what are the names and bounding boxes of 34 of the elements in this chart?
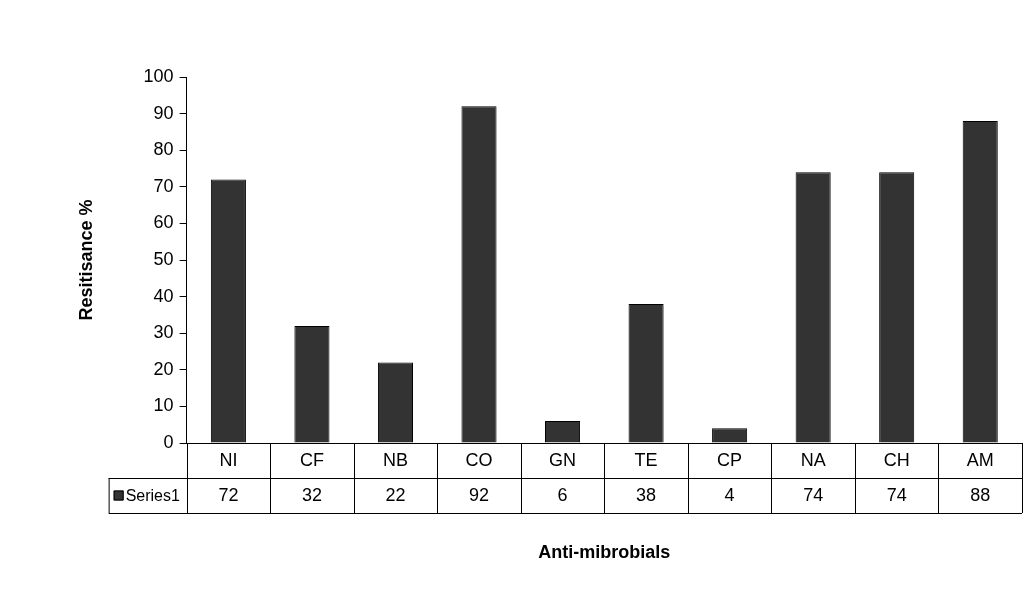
legend-label: Series1 — [125, 486, 180, 504]
x-tick-label: NB — [382, 450, 408, 471]
y-tick-label: 60 — [153, 212, 174, 233]
x-tick-label: CP — [717, 450, 743, 471]
data-label: 32 — [301, 485, 322, 506]
y-tick-label: 90 — [153, 102, 174, 123]
y-tick-label: 0 — [163, 431, 174, 452]
y-tick-label: 30 — [153, 322, 174, 343]
y-tick-label: 80 — [153, 139, 174, 160]
data-label: 38 — [636, 485, 657, 506]
x-tick-label: CO — [465, 450, 493, 471]
data-label: 74 — [803, 485, 824, 506]
y-tick-label: 70 — [153, 175, 174, 196]
data-label: 22 — [385, 485, 406, 506]
y-tick-label: 50 — [153, 248, 174, 269]
data-label: 88 — [970, 485, 991, 506]
y-tick-label: 100 — [143, 65, 174, 86]
y-tick-label: 40 — [153, 285, 174, 306]
data-label: 74 — [886, 485, 907, 506]
y-tick-label: 10 — [153, 395, 174, 416]
y-axis-title: Resitisance % — [75, 199, 96, 321]
data-label: 6 — [557, 485, 568, 506]
x-axis-title: Anti-mibrobials — [538, 541, 671, 562]
x-tick-label: TE — [634, 450, 658, 471]
data-label: 72 — [218, 485, 239, 506]
x-tick-label: CF — [299, 450, 324, 471]
y-tick-label: 20 — [153, 358, 174, 379]
x-tick-label: NA — [800, 450, 826, 471]
data-label: 4 — [724, 485, 735, 506]
data-label: 92 — [469, 485, 490, 506]
x-tick-label: NI — [219, 450, 238, 471]
x-tick-label: AM — [966, 450, 994, 471]
x-tick-label: GN — [549, 450, 577, 471]
x-tick-label: CH — [883, 450, 910, 471]
